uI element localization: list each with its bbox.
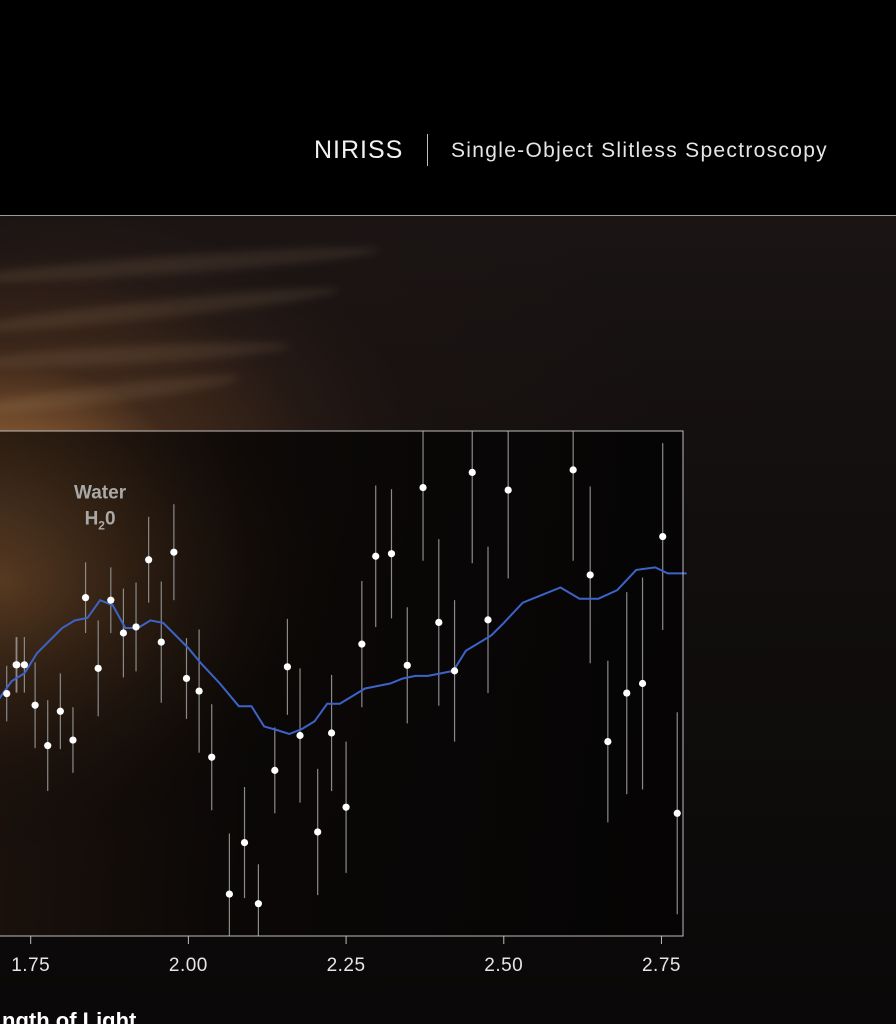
data-point — [170, 548, 178, 556]
data-point — [157, 638, 165, 646]
data-point — [484, 616, 492, 624]
data-point — [450, 667, 459, 675]
data-point — [182, 674, 191, 683]
data-point — [435, 618, 443, 626]
data-point — [119, 629, 128, 637]
data-point — [225, 890, 233, 898]
x-tick-label: 1.75 — [11, 955, 50, 976]
data-point — [132, 623, 140, 631]
data-point — [468, 468, 476, 477]
data-point — [69, 736, 77, 744]
data-point — [504, 486, 512, 494]
data-point — [659, 532, 667, 541]
formula-element: 0 — [105, 509, 116, 530]
instrument-name: NIRISS — [314, 136, 404, 164]
data-point — [569, 466, 577, 474]
data-point — [94, 664, 102, 672]
data-point — [638, 679, 647, 688]
observing-mode: Single-Object Slitless Spectroscopy — [451, 139, 828, 162]
x-tick-label: 2.50 — [484, 955, 523, 976]
data-point — [358, 640, 366, 648]
data-point — [31, 701, 39, 709]
x-axis-label: ngth of Light — [2, 1008, 137, 1024]
title-bar: NIRISS Single-Object Slitless Spectrosco… — [0, 0, 896, 215]
data-point — [271, 766, 279, 774]
data-point — [673, 809, 681, 817]
data-point — [327, 729, 336, 737]
data-point — [623, 689, 631, 697]
data-point — [195, 687, 203, 695]
plot-frame — [0, 430, 684, 937]
data-point — [283, 663, 292, 671]
data-point — [586, 571, 594, 579]
data-point — [419, 483, 427, 492]
data-point — [44, 742, 52, 750]
data-point — [342, 803, 350, 811]
title-separator — [427, 134, 428, 166]
x-tick-label: 2.75 — [642, 955, 681, 976]
data-point — [208, 753, 216, 761]
data-point — [240, 838, 249, 847]
data-point — [145, 556, 153, 564]
model-spectrum-line — [0, 566, 687, 736]
data-point — [12, 661, 20, 669]
header-rule — [0, 215, 896, 216]
data-point — [254, 900, 262, 908]
annotation-label: Water — [74, 483, 127, 504]
data-point — [314, 828, 322, 836]
formula-subscript: 2 — [98, 519, 105, 533]
data-point — [604, 737, 612, 746]
data-point — [403, 661, 411, 669]
plot-glow — [0, 431, 683, 936]
data-point — [3, 690, 11, 698]
data-point — [56, 707, 64, 715]
annotation-formula: H20 — [85, 509, 116, 533]
formula-element: H — [85, 509, 99, 530]
data-point — [296, 731, 304, 740]
x-tick-label: 2.25 — [327, 955, 366, 976]
data-point — [372, 552, 380, 560]
data-point — [20, 661, 28, 669]
x-tick-label: 2.00 — [169, 955, 208, 976]
data-point — [387, 550, 396, 558]
data-point — [81, 594, 90, 602]
data-point — [107, 596, 115, 604]
